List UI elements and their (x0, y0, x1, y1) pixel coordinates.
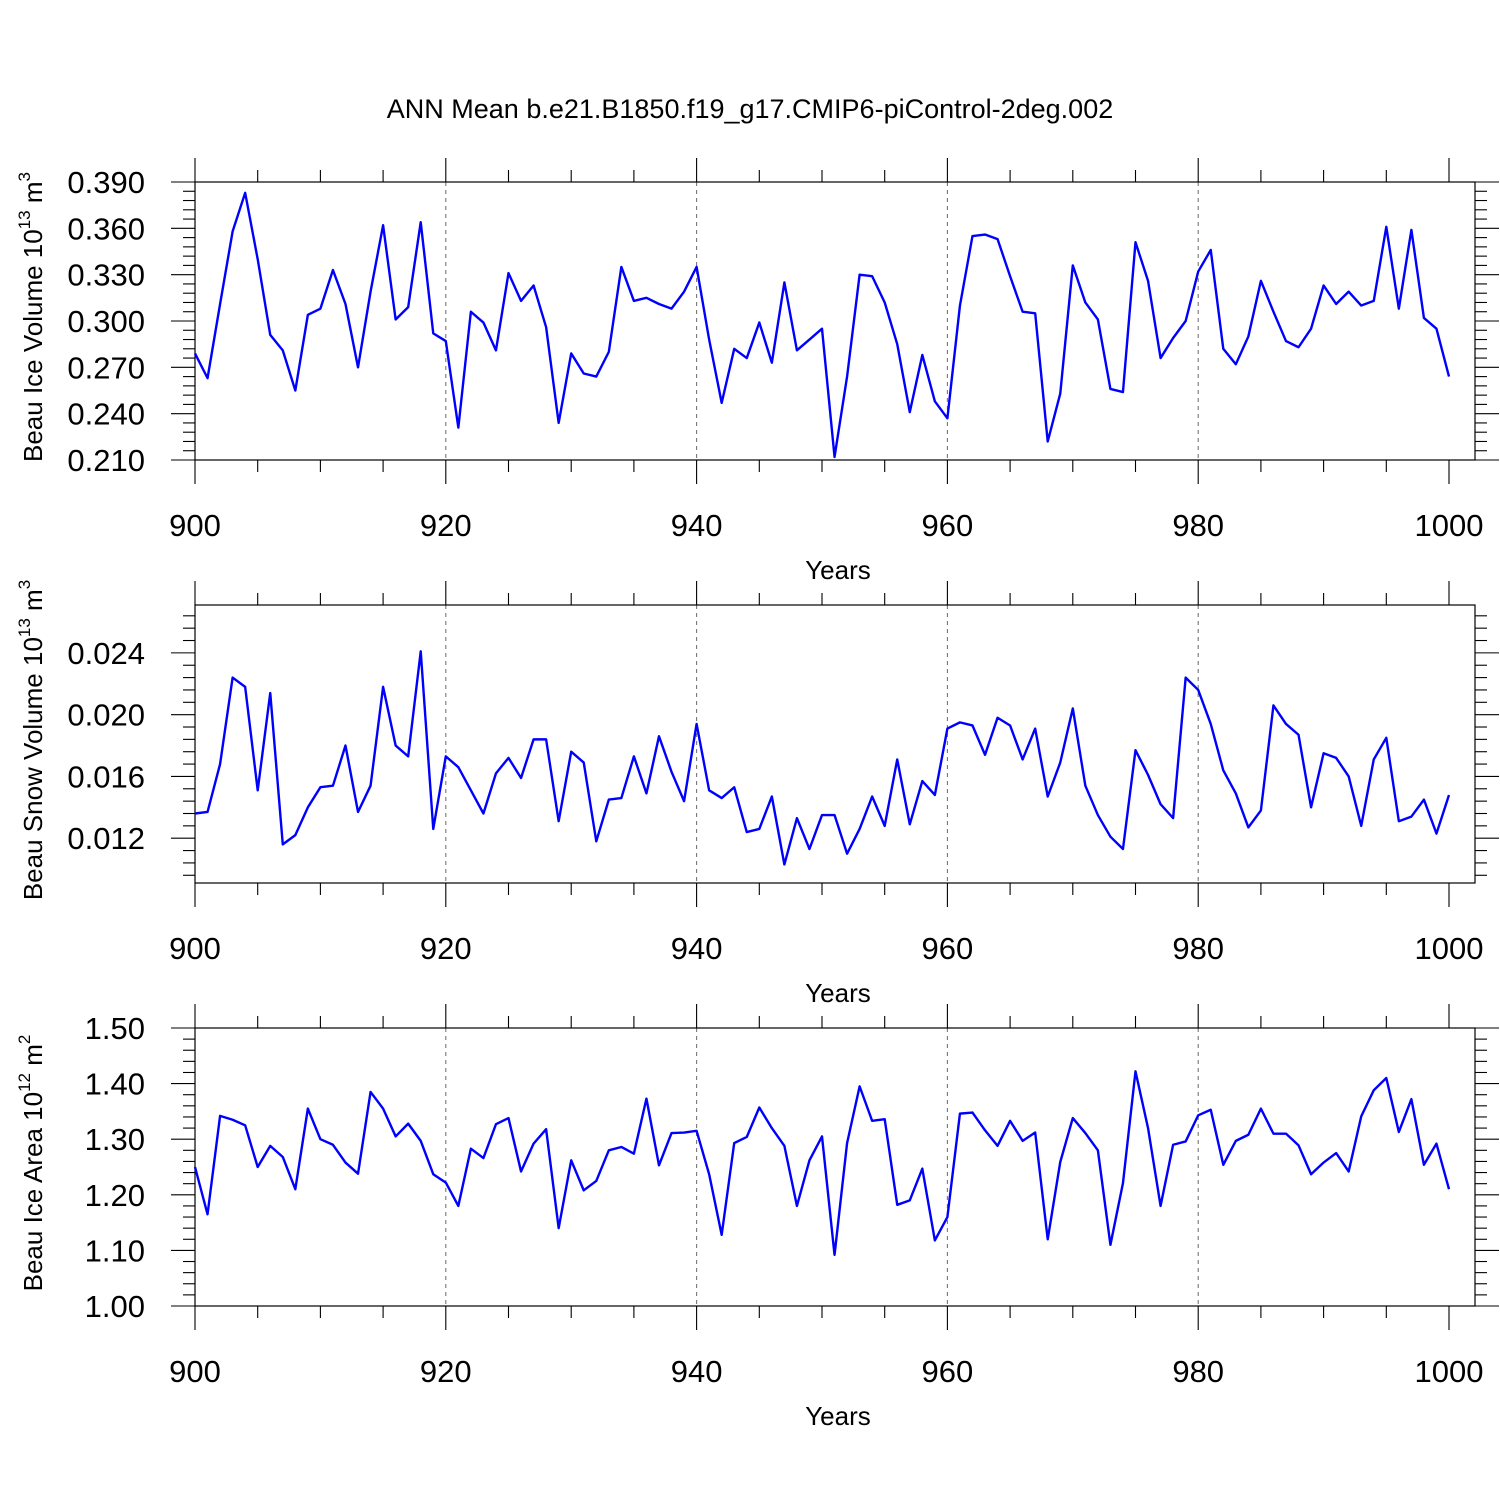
ice-area-xtick-label-980: 980 (1172, 1354, 1224, 1389)
ice-area-x-axis-label: Years (805, 1401, 871, 1431)
ice-volume-ytick-label-0: 0.210 (67, 443, 145, 478)
snow-volume-ytick-label-0: 0.012 (67, 821, 145, 856)
snow-volume-ytick-label-3: 0.024 (67, 636, 145, 671)
snow-volume-xtick-label-900: 900 (169, 931, 221, 966)
ice-area-ytick-label-3: 1.30 (85, 1122, 145, 1157)
ice-volume-y-axis-label-text: Beau Ice Volume 10 (18, 229, 48, 462)
ice-area-y-axis-label-unit: m (18, 1044, 48, 1073)
snow-volume-ytick-label-1: 0.016 (67, 759, 145, 794)
panel-ice-volume: 900 920 940 960 980 1000 0.210 0.240 0.270 0.300 0… (15, 158, 1499, 585)
figure-title: ANN Mean b.e21.B1850.f19_g17.CMIP6-piCon… (387, 94, 1113, 124)
snow-volume-xtick-label-980: 980 (1172, 931, 1224, 966)
snow-volume-y-axis-label: Beau Snow Volume 1013 m3 (15, 580, 48, 900)
ice-area-xtick-label-920: 920 (420, 1354, 472, 1389)
ice-area-ytick-label-5: 1.50 (85, 1011, 145, 1046)
snow-volume-ytick-label-2: 0.020 (67, 698, 145, 733)
snow-volume-xtick-label-940: 940 (671, 931, 723, 966)
ice-area-xtick-label-900: 900 (169, 1354, 221, 1389)
ice-area-y-axis-label-exponent: 12 (15, 1073, 34, 1092)
ice-volume-ytick-label-4: 0.330 (67, 258, 145, 293)
snow-volume-series-line-0 (194, 650, 1451, 866)
ice-volume-xtick-label-900: 900 (169, 508, 221, 543)
ice-volume-xtick-label-960: 960 (922, 508, 974, 543)
ice-volume-y-axis-label-unit-exponent: 3 (15, 172, 34, 181)
panel-ice-area: 900 920 940 960 980 1000 1.00 1.10 1.20 1.30 1.40 1… (15, 1004, 1499, 1431)
ice-volume-ytick-label-1: 0.240 (67, 397, 145, 432)
ice-area-xtick-label-960: 960 (922, 1354, 974, 1389)
ice-volume-y-axis-label: Beau Ice Volume 1013 m3 (15, 172, 48, 462)
ice-area-ytick-label-2: 1.20 (85, 1178, 145, 1213)
ice-area-y-axis-label-unit-exponent: 2 (15, 1035, 34, 1044)
snow-volume-plot-frame (194, 604, 1476, 884)
ice-area-ytick-label-4: 1.40 (85, 1067, 145, 1102)
snow-volume-y-axis-label-unit: m (18, 589, 48, 618)
ice-volume-ytick-label-2: 0.270 (67, 350, 145, 385)
ice-volume-xtick-label-920: 920 (420, 508, 472, 543)
ice-volume-xtick-label-940: 940 (671, 508, 723, 543)
snow-volume-xtick-label-920: 920 (420, 931, 472, 966)
snow-volume-y-axis-label-exponent: 13 (15, 618, 34, 637)
snow-volume-y-axis-label-text: Beau Snow Volume 10 (18, 637, 48, 900)
panel-snow-volume: 900 920 940 960 980 1000 0.012 0.016 0.020 0.024 Y… (15, 580, 1499, 1008)
snow-volume-y-axis-label-unit-exponent: 3 (15, 580, 34, 589)
ice-volume-ytick-label-5: 0.360 (67, 211, 145, 246)
ice-volume-ytick-label-6: 0.390 (67, 165, 145, 200)
ice-volume-xtick-label-980: 980 (1172, 508, 1224, 543)
ice-area-ytick-label-1: 1.10 (85, 1233, 145, 1268)
ice-area-series-line-0 (193, 1070, 1451, 1257)
ice-volume-y-axis-label-exponent: 13 (15, 210, 34, 229)
snow-volume-x-axis-label: Years (805, 978, 871, 1008)
ice-area-ytick-label-0: 1.00 (85, 1289, 145, 1324)
ice-volume-x-axis-label: Years (805, 555, 871, 585)
ice-volume-y-axis-label-unit: m (18, 181, 48, 210)
ice-area-xtick-label-1000: 1000 (1415, 1354, 1484, 1389)
ice-area-xtick-label-940: 940 (671, 1354, 723, 1389)
ice-area-y-axis-label-text: Beau Ice Area 10 (18, 1092, 48, 1291)
snow-volume-xtick-label-1000: 1000 (1415, 931, 1484, 966)
snow-volume-xtick-label-960: 960 (922, 931, 974, 966)
ice-volume-series-line-0 (193, 191, 1451, 459)
ice-volume-ytick-label-3: 0.300 (67, 304, 145, 339)
ice-area-y-axis-label: Beau Ice Area 1012 m2 (15, 1035, 48, 1292)
ice-volume-xtick-label-1000: 1000 (1415, 508, 1484, 543)
